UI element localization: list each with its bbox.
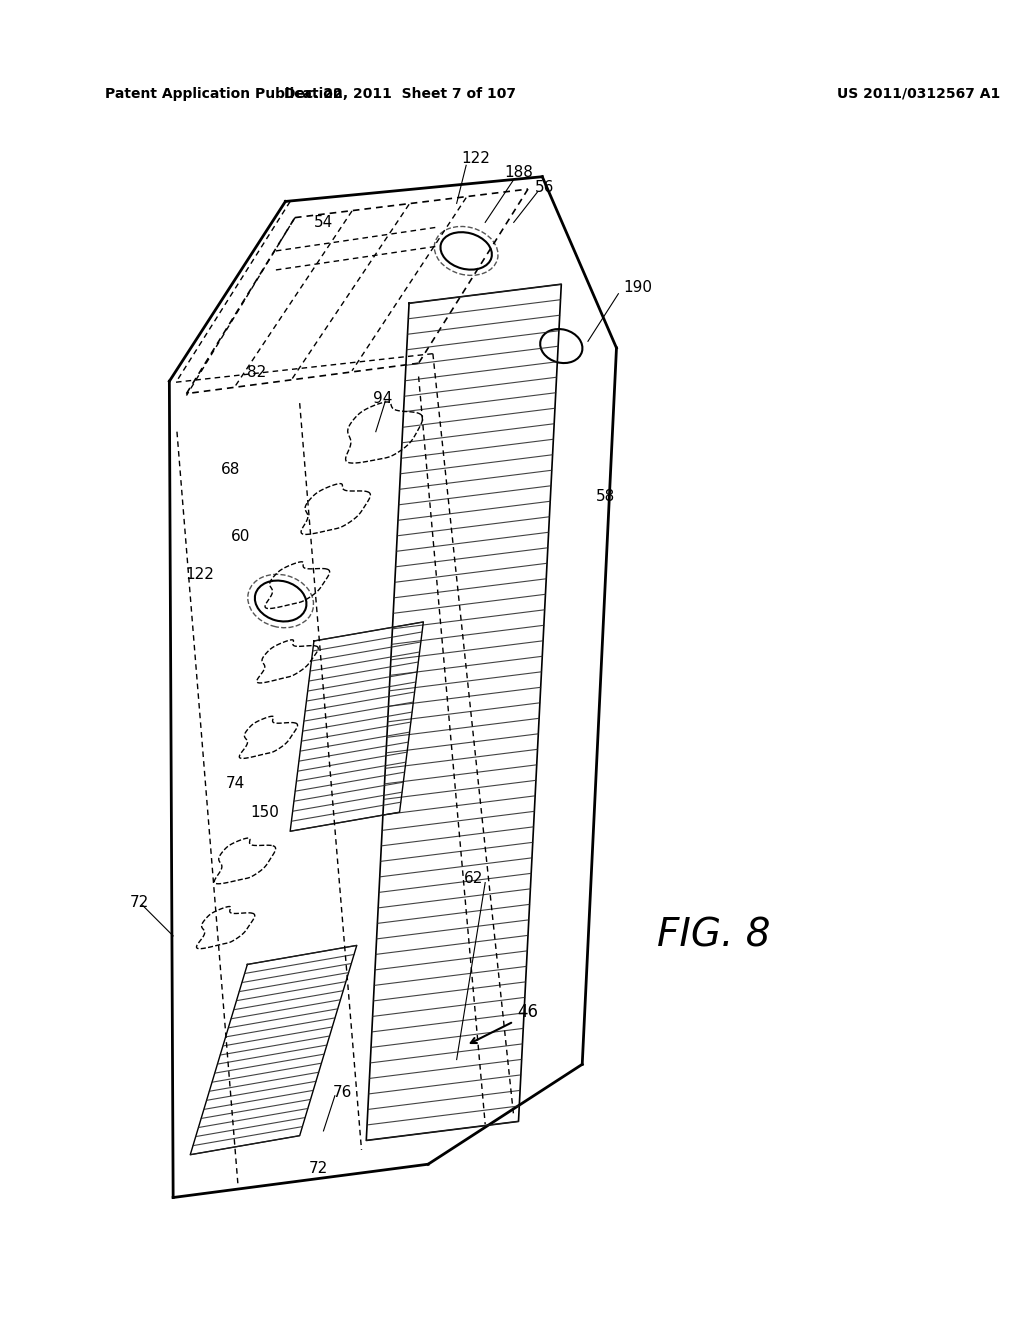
Text: 62: 62 xyxy=(464,871,483,886)
Text: 150: 150 xyxy=(250,805,279,820)
Text: 122: 122 xyxy=(185,566,214,582)
Text: 188: 188 xyxy=(504,165,532,181)
Text: 46: 46 xyxy=(517,1003,539,1020)
Text: 122: 122 xyxy=(461,150,490,166)
Text: Dec. 22, 2011  Sheet 7 of 107: Dec. 22, 2011 Sheet 7 of 107 xyxy=(284,87,515,100)
Text: FIG. 8: FIG. 8 xyxy=(656,917,770,954)
Text: 72: 72 xyxy=(130,895,150,909)
Text: 56: 56 xyxy=(535,180,554,194)
Text: 82: 82 xyxy=(247,366,266,380)
Text: 190: 190 xyxy=(624,280,652,294)
Text: 76: 76 xyxy=(333,1085,352,1101)
Text: 60: 60 xyxy=(231,529,251,544)
Text: 72: 72 xyxy=(309,1162,329,1176)
Text: Patent Application Publication: Patent Application Publication xyxy=(104,87,342,100)
Text: 74: 74 xyxy=(225,776,245,791)
Text: 94: 94 xyxy=(373,391,392,405)
Text: 58: 58 xyxy=(595,488,614,504)
Text: 54: 54 xyxy=(313,215,333,230)
Text: US 2011/0312567 A1: US 2011/0312567 A1 xyxy=(838,87,1000,100)
Text: 68: 68 xyxy=(220,462,240,478)
